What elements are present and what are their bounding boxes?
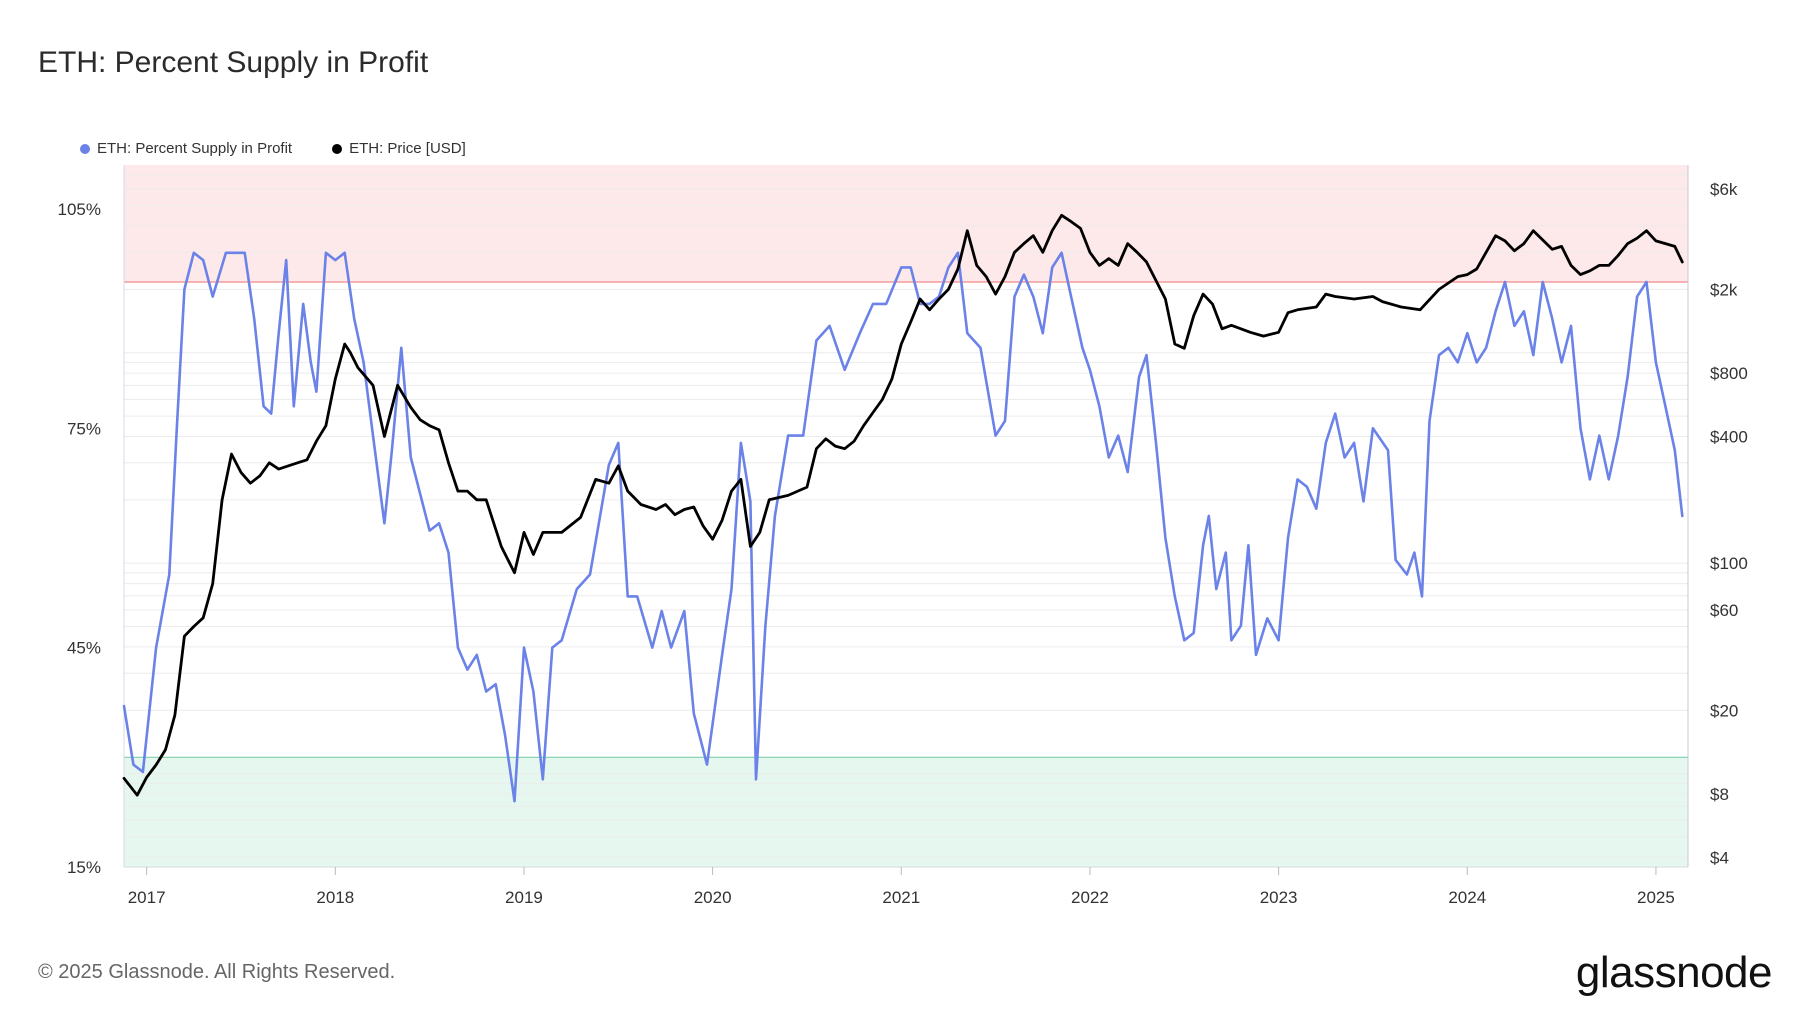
legend-item-supply[interactable]: ETH: Percent Supply in Profit <box>80 140 292 157</box>
y-left-tick-label: 105% <box>58 200 101 219</box>
y-right-tick-label: $100 <box>1710 554 1748 573</box>
y-right-tick-label: $20 <box>1710 701 1738 720</box>
series-layer <box>122 213 1684 803</box>
y-left-tick-label: 45% <box>67 639 101 658</box>
price-line[interactable] <box>122 213 1684 797</box>
legend-dot-price-icon <box>332 143 343 154</box>
chart-title: ETH: Percent Supply in Profit <box>38 46 429 79</box>
x-tick-label: 2024 <box>1448 888 1486 907</box>
x-tick-label: 2023 <box>1260 888 1298 907</box>
x-tick-label: 2018 <box>316 888 354 907</box>
y-right-tick-label: $2k <box>1710 280 1738 299</box>
x-tick-label: 2025 <box>1637 888 1675 907</box>
legend-label-supply: ETH: Percent Supply in Profit <box>97 140 293 157</box>
legend-item-price[interactable]: ETH: Price [USD] <box>332 140 466 157</box>
legend: ETH: Percent Supply in Profit ETH: Price… <box>80 140 466 157</box>
copyright-footer: © 2025 Glassnode. All Rights Reserved. <box>38 961 396 983</box>
x-tick-label: 2021 <box>882 888 920 907</box>
y-right-tick-label: $4 <box>1710 848 1729 867</box>
x-tick-label: 2019 <box>505 888 543 907</box>
profit-zone-low <box>124 757 1688 867</box>
profit-zone-high <box>124 165 1688 282</box>
zone-layer <box>124 165 1688 867</box>
x-tick-label: 2022 <box>1071 888 1109 907</box>
legend-dot-supply-icon <box>80 143 90 154</box>
y-right-tick-label: $60 <box>1710 601 1738 620</box>
y-right-tick-label: $400 <box>1710 427 1748 446</box>
legend-label-price: ETH: Price [USD] <box>349 140 466 157</box>
y-right-tick-label: $6k <box>1710 180 1738 199</box>
glassnode-logo: glassnode <box>1575 948 1773 997</box>
y-right-tick-label: $8 <box>1710 785 1729 804</box>
axes-layer: 2017 2018 2019 2020 2021 2022 2023 2024 2025 15% 4… <box>58 165 1748 907</box>
supply-in-profit-line[interactable] <box>122 251 1684 803</box>
x-tick-label: 2017 <box>128 888 166 907</box>
x-tick-label: 2020 <box>694 888 732 907</box>
y-right-tick-label: $800 <box>1710 364 1748 383</box>
y-left-tick-label: 15% <box>67 858 101 877</box>
y-left-tick-label: 75% <box>67 419 101 438</box>
